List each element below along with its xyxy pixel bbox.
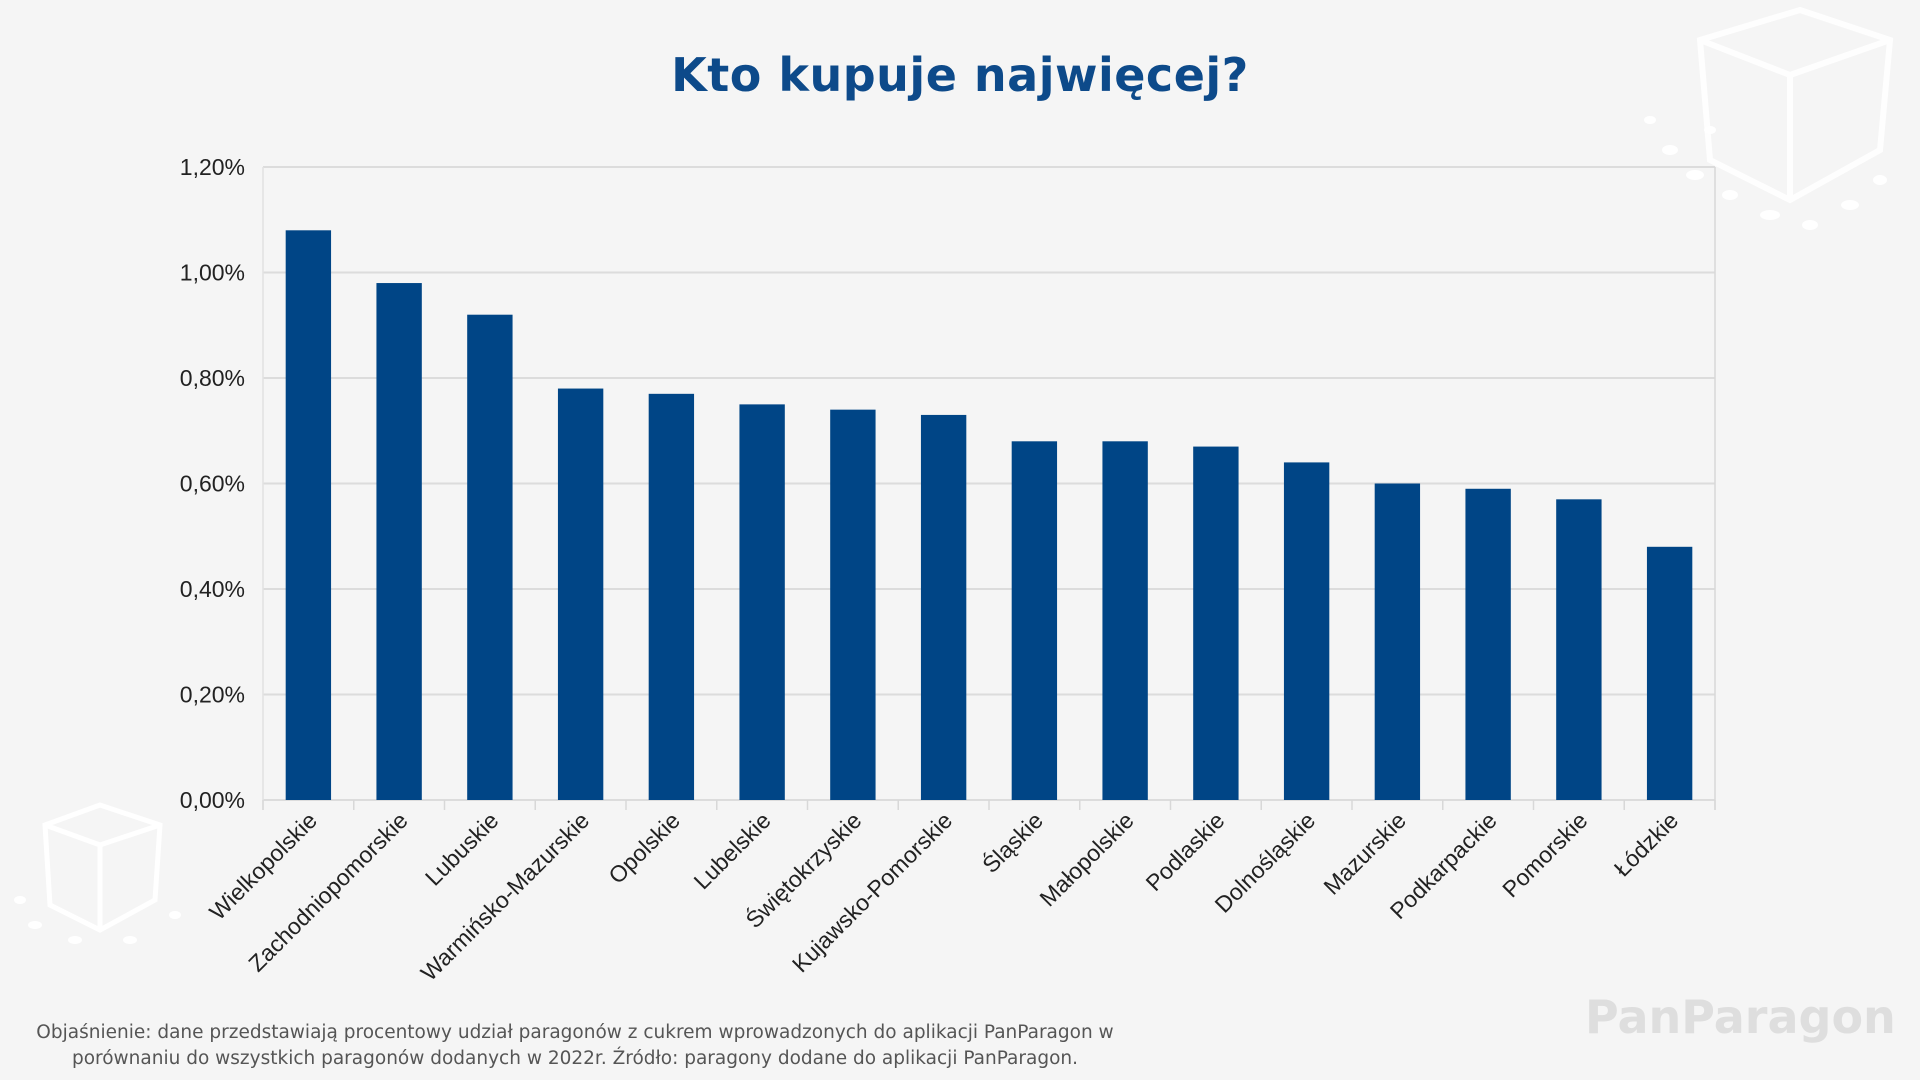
- chart-title: Kto kupuje najwięcej?: [671, 48, 1249, 102]
- bar: [1646, 546, 1693, 800]
- bar: [1193, 446, 1239, 800]
- bar: [1465, 488, 1511, 800]
- y-tick-label: 0,20%: [180, 682, 245, 708]
- x-tick-label: Śląskie: [976, 806, 1048, 878]
- bar: [1283, 462, 1330, 800]
- bar: [557, 388, 604, 800]
- bar: [1556, 499, 1602, 800]
- y-tick-label: 1,20%: [180, 154, 245, 180]
- y-tick-label: 0,60%: [180, 471, 245, 497]
- sugar-cube-decoration-top: [1644, 6, 1894, 230]
- x-tick-label: Warmińsko-Mazurskie: [416, 807, 595, 986]
- bar: [920, 414, 967, 800]
- y-tick-label: 0,00%: [180, 787, 245, 813]
- bar: [1102, 441, 1148, 800]
- bar: [467, 314, 513, 800]
- x-tick-label: Łódzkie: [1609, 807, 1683, 881]
- brand-watermark: PanParagon: [1585, 990, 1896, 1044]
- bar: [376, 283, 422, 800]
- x-tick-label: Podlaskie: [1141, 807, 1230, 896]
- footnote-line-1: Objaśnienie: dane przedstawiają procento…: [36, 1022, 1114, 1043]
- bar: [739, 404, 785, 800]
- bar: [1011, 441, 1058, 800]
- y-tick-label: 0,40%: [180, 576, 245, 602]
- bar: [285, 230, 332, 801]
- y-tick-label: 1,00%: [180, 260, 245, 286]
- y-tick-label: 0,80%: [180, 365, 245, 391]
- x-tick-label: Lubuskie: [420, 807, 503, 890]
- x-tick-label: Małopolskie: [1034, 807, 1138, 911]
- footnote-line-2: porównaniu do wszystkich paragonów dodan…: [71, 1048, 1079, 1069]
- sugar-cube-decoration-bottom: [14, 802, 181, 944]
- x-tick-label: Lubelskie: [689, 807, 776, 894]
- chart-footnote: Objaśnienie: dane przedstawiają procento…: [0, 1020, 1150, 1072]
- bar: [1374, 483, 1421, 800]
- x-tick-label: Zachodniopomorskie: [243, 807, 412, 976]
- x-tick-label: Mazurskie: [1318, 807, 1410, 899]
- bar: [648, 393, 695, 800]
- bar: [830, 409, 876, 800]
- x-tick-label: Opolskie: [603, 807, 685, 889]
- x-tick-label: Kujawsko-Pomorskie: [787, 807, 957, 977]
- x-tick-label: Pomorskie: [1497, 807, 1592, 902]
